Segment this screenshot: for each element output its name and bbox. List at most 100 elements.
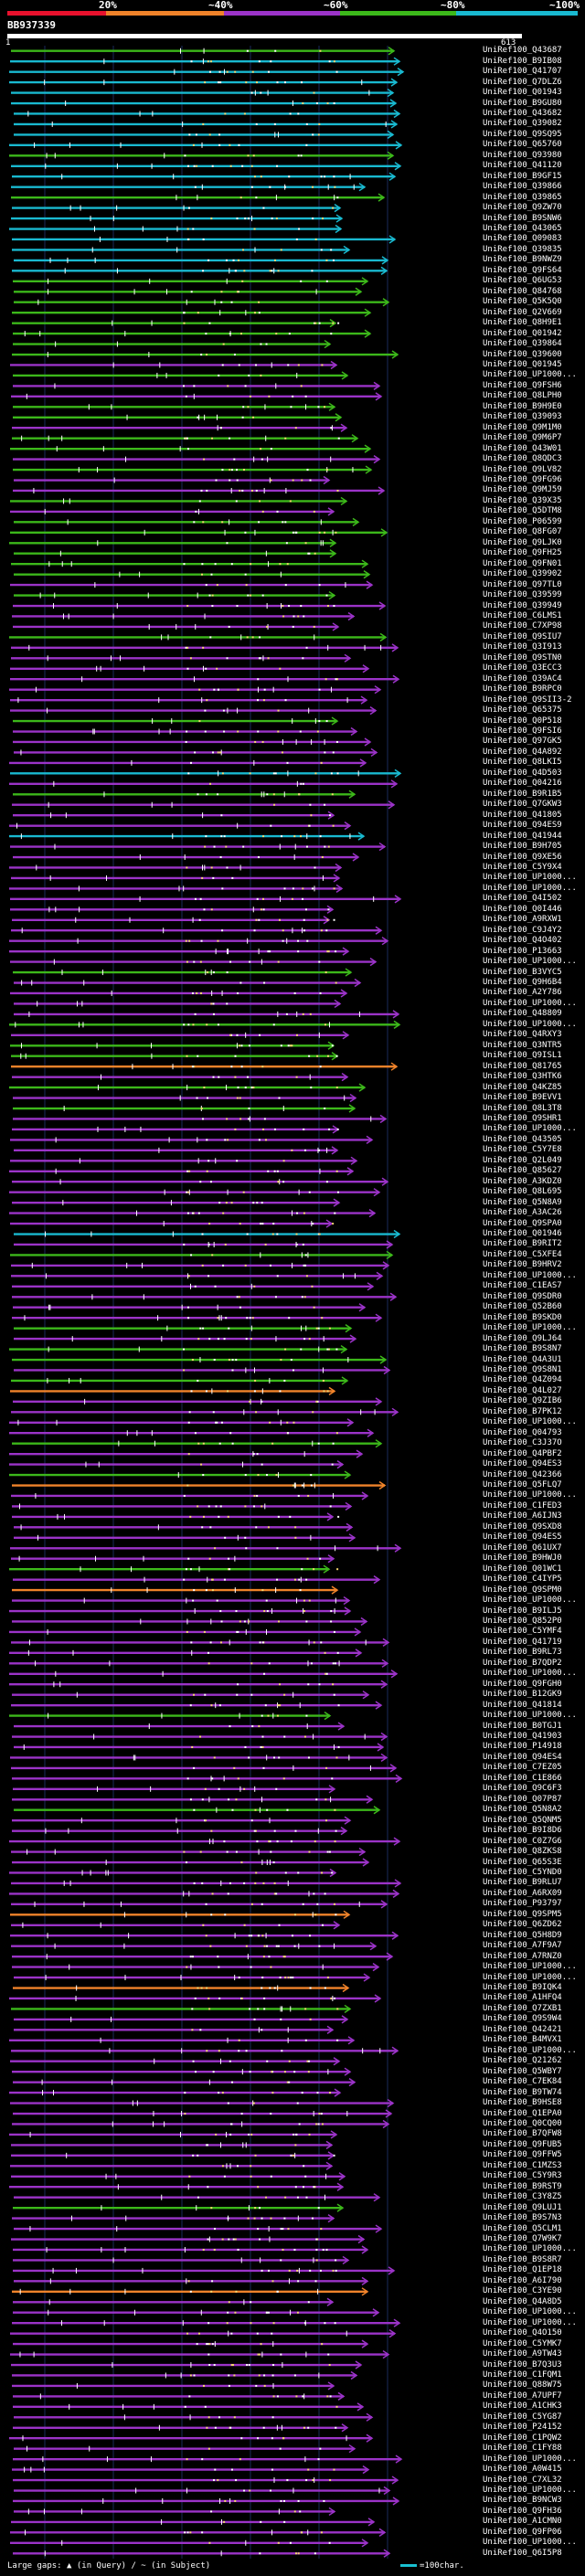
hit-alignment[interactable]	[14, 1365, 391, 1375]
hit-label[interactable]: UniRef100_UP1000...	[483, 1962, 577, 1972]
hit-label[interactable]: UniRef100_B9EVV1	[483, 1093, 562, 1103]
hit-label[interactable]: UniRef100_C3YE90	[483, 2286, 562, 2296]
hit-alignment[interactable]	[11, 1764, 398, 1773]
hit-alignment[interactable]	[9, 1670, 399, 1679]
hit-alignment[interactable]	[11, 1261, 390, 1270]
hit-label[interactable]: UniRef100_Q7GKW3	[483, 800, 562, 810]
hit-alignment[interactable]	[9, 1188, 381, 1197]
hit-label[interactable]: UniRef100_C7XL32	[483, 2475, 562, 2485]
hit-alignment[interactable]	[11, 653, 352, 663]
hit-alignment[interactable]	[11, 183, 367, 192]
hit-alignment[interactable]	[11, 88, 395, 98]
hit-alignment[interactable]	[11, 643, 399, 652]
hit-alignment[interactable]	[12, 2381, 335, 2390]
hit-label[interactable]: UniRef100_B9HSE8	[483, 2098, 562, 2108]
hit-label[interactable]: UniRef100_Q9C6F3	[483, 1784, 562, 1794]
hit-label[interactable]: UniRef100_Q41707	[483, 67, 562, 77]
hit-alignment[interactable]	[14, 287, 363, 296]
hit-alignment[interactable]	[9, 1627, 362, 1637]
hit-alignment[interactable]	[13, 1575, 381, 1585]
hit-label[interactable]: UniRef100_B0TGJ1	[483, 1721, 562, 1731]
hit-alignment[interactable]	[9, 2433, 374, 2443]
hit-label[interactable]: UniRef100_B9S8N7	[483, 1344, 562, 1354]
hit-label[interactable]: UniRef100_Q8L695	[483, 1187, 562, 1197]
hit-alignment[interactable]	[13, 790, 356, 799]
hit-alignment[interactable]	[13, 2245, 369, 2254]
hit-label[interactable]: UniRef100_B9SNW6	[483, 213, 562, 223]
hit-label[interactable]: UniRef100_Q4RXY3	[483, 1030, 562, 1040]
hit-alignment[interactable]	[10, 695, 368, 705]
hit-label[interactable]: UniRef100_Q07P87	[483, 1794, 562, 1804]
hit-label[interactable]: UniRef100_Q5K5Q0	[483, 297, 562, 307]
hit-label[interactable]: UniRef100_C5Y7E8	[483, 1145, 562, 1155]
hit-label[interactable]: UniRef100_Q9SPM0	[483, 1585, 562, 1595]
hit-alignment[interactable]	[12, 235, 397, 244]
hit-label[interactable]: UniRef100_Q41120	[483, 161, 562, 171]
hit-label[interactable]: UniRef100_UP1000...	[483, 1595, 577, 1606]
hit-alignment[interactable]	[13, 622, 340, 631]
hit-alignment[interactable]	[14, 1522, 354, 1532]
hit-alignment[interactable]	[11, 1376, 349, 1385]
hit-label[interactable]: UniRef100_B9H9E0	[483, 401, 562, 411]
hit-label[interactable]: UniRef100_Q9SII3-2	[483, 694, 572, 705]
hit-label[interactable]: UniRef100_A2Y786	[483, 988, 562, 998]
hit-alignment[interactable]	[10, 2329, 397, 2338]
hit-alignment[interactable]	[13, 716, 339, 726]
hit-alignment[interactable]	[11, 2046, 399, 2055]
hit-label[interactable]: UniRef100_Q5N8A2	[483, 1805, 562, 1815]
hit-alignment[interactable]	[14, 747, 378, 758]
hit-alignment[interactable]	[14, 570, 371, 579]
hit-label[interactable]: UniRef100_Q94ES9	[483, 821, 562, 831]
hit-label[interactable]: UniRef100_B4MVX1	[483, 2035, 562, 2045]
hit-label[interactable]: UniRef100_B9R1B5	[483, 789, 562, 799]
hit-label[interactable]: UniRef100_Q93980	[483, 150, 562, 160]
hit-label[interactable]: UniRef100_Q4O402	[483, 936, 562, 946]
hit-alignment[interactable]	[14, 130, 395, 140]
hit-label[interactable]: UniRef100_Q43682	[483, 108, 562, 118]
hit-label[interactable]: UniRef100_C3J37O	[483, 1438, 562, 1448]
hit-alignment[interactable]	[14, 2486, 391, 2496]
hit-label[interactable]: UniRef100_Q97GK5	[483, 737, 562, 747]
hit-alignment[interactable]	[11, 1052, 339, 1061]
hit-alignment[interactable]	[10, 1753, 388, 1763]
hit-alignment[interactable]	[13, 601, 387, 610]
hit-label[interactable]: UniRef100_Q8H9E1	[483, 318, 562, 328]
hit-label[interactable]: UniRef100_UP1000...	[483, 883, 577, 893]
hit-alignment[interactable]	[10, 1931, 399, 1940]
hit-label[interactable]: UniRef100_A7F9A7	[483, 1941, 562, 1951]
hit-alignment[interactable]	[9, 1606, 352, 1616]
hit-label[interactable]: UniRef100_C5YG87	[483, 2412, 562, 2422]
hit-alignment[interactable]	[9, 1837, 401, 1846]
hit-label[interactable]: UniRef100_Q4A892	[483, 747, 562, 757]
hit-alignment[interactable]	[10, 2349, 390, 2359]
hit-alignment[interactable]	[10, 528, 388, 537]
hit-label[interactable]: UniRef100_A3KDZ0	[483, 1176, 562, 1186]
hit-alignment[interactable]	[12, 1282, 375, 1291]
hit-label[interactable]: UniRef100_Q9SPM5	[483, 1909, 562, 1919]
hit-label[interactable]: UniRef100_B9HRV2	[483, 1260, 562, 1270]
hit-label[interactable]: UniRef100_Q52B60	[483, 1302, 562, 1312]
hit-alignment[interactable]	[9, 632, 388, 642]
hit-alignment[interactable]	[12, 1512, 340, 1521]
hit-label[interactable]: UniRef100_Q9S9W4	[483, 2014, 562, 2024]
hit-label[interactable]: UniRef100_B7PK12	[483, 1406, 562, 1416]
hit-label[interactable]: UniRef100_Q39AC4	[483, 673, 562, 684]
hit-alignment[interactable]	[9, 947, 350, 956]
hit-label[interactable]: UniRef100_A1HFQ4	[483, 1993, 562, 2003]
hit-label[interactable]: UniRef100_B9GF15	[483, 171, 562, 181]
hit-alignment[interactable]	[11, 1554, 335, 1564]
hit-label[interactable]: UniRef100_B9GU80	[483, 98, 562, 108]
hit-label[interactable]: UniRef100_Q8FG07	[483, 527, 562, 537]
hit-label[interactable]: UniRef100_B9IB08	[483, 56, 562, 66]
hit-label[interactable]: UniRef100_Q9FUB5	[483, 2139, 562, 2149]
hit-alignment[interactable]	[13, 1983, 350, 1993]
hit-alignment[interactable]	[10, 2161, 334, 2170]
hit-label[interactable]: UniRef100_Q9FP06	[483, 2527, 562, 2537]
hit-alignment[interactable]	[13, 454, 381, 464]
hit-alignment[interactable]	[12, 1585, 339, 1595]
hit-alignment[interactable]	[13, 1303, 367, 1312]
hit-alignment[interactable]	[12, 172, 397, 181]
hit-label[interactable]: UniRef100_Q65375	[483, 705, 562, 716]
hit-alignment[interactable]	[10, 769, 402, 778]
hit-label[interactable]: UniRef100_UP1000...	[483, 2045, 577, 2055]
